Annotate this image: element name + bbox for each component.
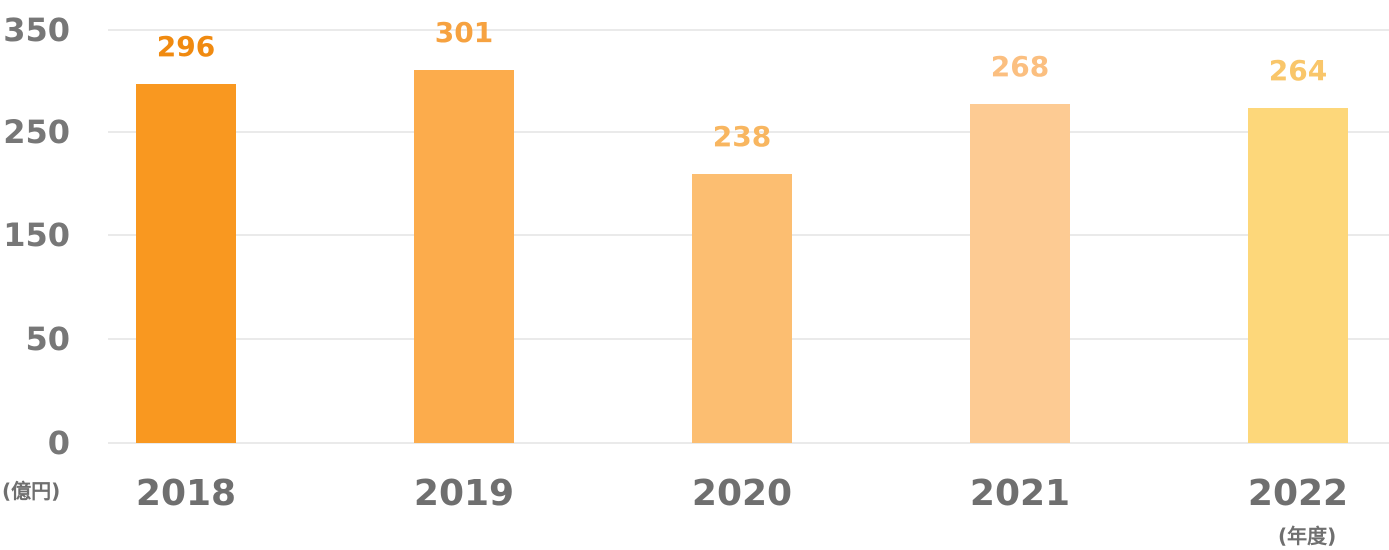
bar (692, 174, 792, 443)
data-label: 301 (435, 16, 493, 49)
y-tick-label: 0 (48, 424, 70, 462)
x-tick-label: 2021 (970, 473, 1070, 514)
data-label: 268 (991, 50, 1049, 83)
bar (414, 70, 514, 443)
y-axis-ticks: 350 250 150 50 0 (3, 11, 70, 462)
y-tick-label: 150 (3, 216, 70, 254)
bars (136, 70, 1348, 443)
data-label: 264 (1269, 54, 1327, 87)
bar (970, 104, 1070, 443)
x-tick-label: 2020 (692, 473, 792, 514)
x-tick-label: 2022 (1248, 473, 1348, 514)
data-label: 238 (713, 120, 771, 153)
value-labels: 296 301 238 268 264 (157, 16, 1327, 153)
bar (136, 84, 236, 443)
y-tick-label: 50 (25, 320, 70, 358)
x-axis-unit: (年度) (1278, 524, 1336, 548)
data-label: 296 (157, 30, 215, 63)
bar (1248, 108, 1348, 443)
y-axis-unit: (億円) (2, 479, 60, 503)
y-tick-label: 350 (3, 11, 70, 49)
x-axis-categories: 2018 2019 2020 2021 2022 (136, 473, 1348, 514)
y-tick-label: 250 (3, 113, 70, 151)
x-tick-label: 2019 (414, 473, 514, 514)
x-tick-label: 2018 (136, 473, 236, 514)
